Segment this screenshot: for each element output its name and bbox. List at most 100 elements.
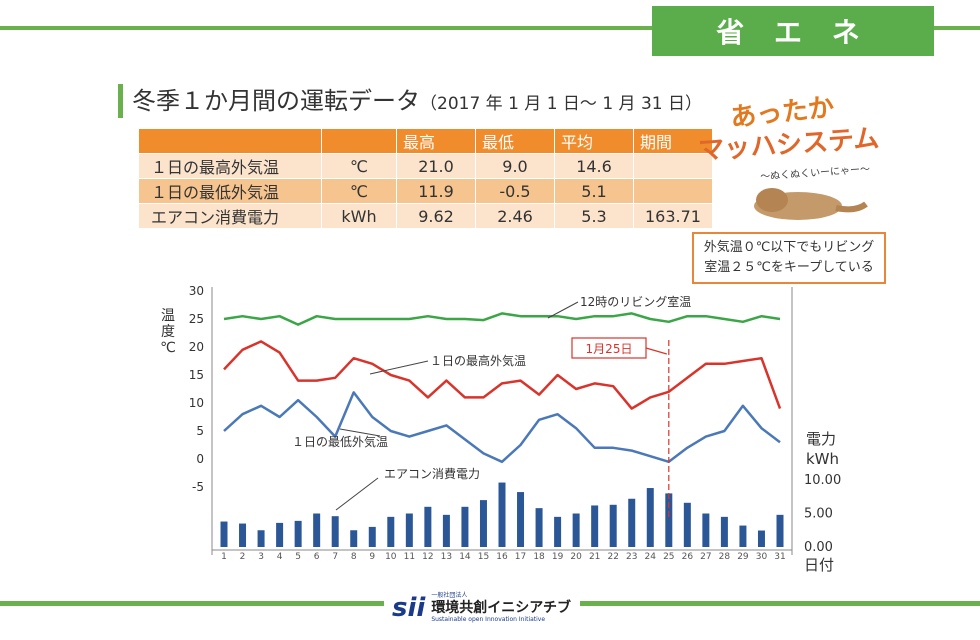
x-tick-label: 6	[314, 552, 320, 562]
power-callout-line	[335, 477, 379, 511]
row-label: １日の最低外気温	[138, 178, 322, 204]
y-axis-label-char: 温	[161, 308, 175, 324]
row-min: -0.5	[475, 178, 555, 204]
row-avg: 14.6	[554, 153, 634, 179]
org-name: 環境共創イニシアチブ	[431, 600, 572, 616]
x-tick-label: 13	[441, 552, 452, 562]
table-header-row: 最高 最低 平均 期間	[138, 128, 713, 154]
y-tick-label: 0	[196, 452, 204, 466]
category-badge: 省 エ ネ	[652, 6, 934, 56]
y2-tick-label: 5.00	[804, 507, 833, 522]
bottom-rule-left	[0, 601, 384, 606]
org-small-label: 一般社団法人	[431, 592, 468, 599]
title-period: （2017 年 1 月 1 日～ 1 月 31 日）	[420, 94, 702, 114]
x-tick-label: 17	[515, 552, 526, 562]
x-tick-label: 20	[570, 552, 582, 562]
x-tick-label: 27	[700, 552, 711, 562]
y-axis-label-char: 度	[161, 324, 175, 340]
table-row: １日の最高外気温 ℃ 21.0 9.0 14.6	[138, 153, 713, 179]
room-series-label: 12時のリビング室温	[580, 294, 691, 309]
x-tick-label: 24	[645, 552, 657, 562]
power-bar	[331, 516, 339, 547]
power-bar	[479, 500, 487, 547]
row-min: 2.46	[475, 203, 555, 229]
x-tick-label: 30	[756, 552, 768, 562]
room-callout-line	[547, 301, 579, 319]
x-axis-label: 日付	[804, 556, 834, 574]
row-max: 11.9	[396, 178, 476, 204]
power-bar	[572, 513, 580, 547]
y2-axis-label: 電力	[806, 430, 836, 448]
x-tick-label: 8	[351, 552, 357, 562]
power-bar	[350, 530, 358, 547]
power-bar	[276, 522, 284, 547]
org-english-name: Sustainable open Innovation Initiative	[431, 616, 546, 623]
x-tick-label: 11	[404, 552, 415, 562]
power-bar	[257, 530, 265, 547]
row-label: エアコン消費電力	[138, 203, 322, 229]
x-tick-label: 21	[589, 552, 600, 562]
title-accent-bar	[118, 84, 123, 118]
table-header: 期間	[633, 128, 713, 154]
y-axis-label-char: ℃	[160, 340, 176, 356]
table-row: エアコン消費電力 kWh 9.62 2.46 5.3 163.71	[138, 203, 713, 229]
power-bar	[405, 513, 413, 547]
series-line	[223, 340, 782, 410]
date-marker-arrow	[645, 347, 667, 355]
power-bar	[368, 526, 376, 547]
power-bar	[720, 516, 728, 547]
power-bar	[628, 498, 636, 547]
org-logo-mark: sii	[392, 593, 426, 623]
row-avg: 5.3	[554, 203, 634, 229]
x-tick-label: 9	[369, 552, 375, 562]
x-tick-label: 22	[607, 552, 618, 562]
y-tick-label: 5	[196, 424, 204, 438]
x-tick-label: 5	[295, 552, 301, 562]
table-row: １日の最低外気温 ℃ 11.9 -0.5 5.1	[138, 178, 713, 204]
power-bar	[313, 513, 321, 547]
y2-tick-label: 0.00	[804, 540, 833, 555]
note-line2: 室温２５℃をキープしている	[704, 260, 874, 275]
x-tick-label: 12	[422, 552, 433, 562]
note-line1: 外気温０℃以下でもリビング	[703, 240, 875, 255]
cat-illustration	[754, 188, 868, 220]
low-series-label: １日の最低外気温	[292, 434, 388, 449]
x-tick-label: 15	[478, 552, 489, 562]
row-avg: 5.1	[554, 178, 634, 204]
row-max: 9.62	[396, 203, 476, 229]
power-bar	[739, 525, 747, 547]
x-tick-label: 4	[277, 552, 283, 562]
x-tick-label: 14	[459, 552, 471, 562]
x-tick-label: 18	[533, 552, 545, 562]
power-bar	[776, 514, 784, 547]
table-header	[321, 128, 397, 154]
power-series-label: エアコン消費電力	[384, 466, 480, 481]
row-total: 163.71	[633, 203, 713, 229]
x-tick-label: 19	[552, 552, 564, 562]
power-bar	[387, 516, 395, 547]
power-bar	[646, 488, 654, 547]
y2-axis-unit: kWh	[806, 450, 839, 468]
footer-organization: sii 一般社団法人 環境共創イニシアチブ Sustainable open I…	[392, 590, 571, 626]
y-tick-label: 10	[189, 396, 204, 410]
low-callout-line	[339, 428, 381, 437]
x-tick-label: 2	[240, 552, 246, 562]
series-line	[223, 312, 781, 326]
y-tick-label: 30	[189, 284, 204, 298]
note-box: 外気温０℃以下でもリビング 室温２５℃をキープしている	[692, 232, 886, 284]
x-tick-label: 28	[719, 552, 731, 562]
table-header	[138, 128, 322, 154]
power-bar	[517, 492, 525, 547]
x-tick-label: 26	[682, 552, 694, 562]
x-tick-label: 1	[221, 552, 227, 562]
high-callout-line	[369, 360, 429, 375]
top-rule	[0, 26, 980, 30]
power-bar	[220, 521, 228, 547]
table-header: 最高	[396, 128, 476, 154]
x-tick-label: 23	[626, 552, 637, 562]
x-tick-label: 29	[737, 552, 749, 562]
power-bar	[554, 516, 562, 547]
y-tick-label: 20	[189, 340, 204, 354]
page-title: 冬季１か月間の運転データ（2017 年 1 月 1 日～ 1 月 31 日）	[132, 84, 702, 118]
